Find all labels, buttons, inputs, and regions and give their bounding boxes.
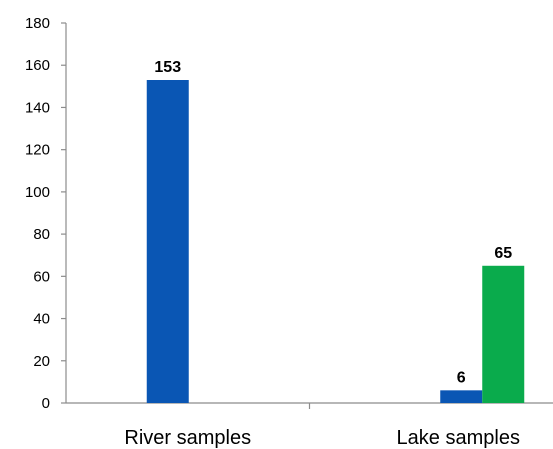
y-tick-label: 100 [25,184,50,201]
y-tick-labels: 0 20 40 60 80 100 120 140 160 180 [25,15,66,412]
bar-river-samples-series-1 [146,80,189,403]
y-tick-label: 160 [25,57,50,74]
y-tick-label: 120 [25,142,50,159]
bars [146,80,525,403]
data-label: 65 [494,245,512,262]
axes [65,23,553,409]
y-tick-label: 0 [42,395,50,412]
data-label: 153 [154,59,181,76]
y-tick-label: 60 [33,268,50,285]
y-tick-label: 80 [33,226,50,243]
category-labels: River samples Lake samples [124,427,520,449]
y-tick-label: 180 [25,15,50,32]
y-tick-label: 40 [33,311,50,328]
bar-lake-samples-series-1 [440,390,483,403]
y-tick-label: 20 [33,353,50,370]
bar-lake-samples-series-2 [482,265,525,403]
x-category-label: River samples [124,427,251,449]
data-label: 6 [457,369,466,386]
data-labels: 153 6 65 [154,59,512,386]
y-tick-label: 140 [25,99,50,116]
x-category-label: Lake samples [397,427,520,449]
